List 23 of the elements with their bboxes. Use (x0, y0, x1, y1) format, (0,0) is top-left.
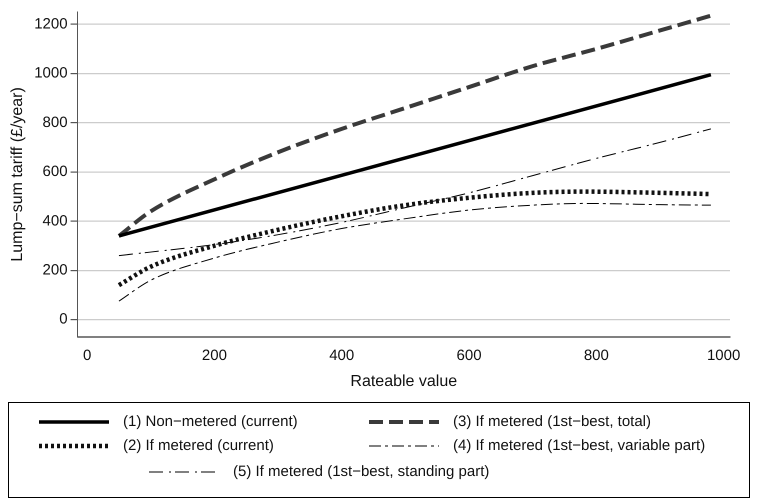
legend-label: (3) If metered (1st−best, total) (453, 413, 651, 430)
line-series (118, 202, 712, 302)
y-axis-title: Lump−sum tariff (£/year) (9, 87, 26, 262)
legend-label: (1) Non−metered (current) (123, 413, 298, 430)
y-tick-label: 200 (42, 262, 68, 279)
x-tick-label: 0 (82, 346, 92, 364)
x-axis-title: Rateable value (350, 372, 458, 390)
x-tick-label: 400 (329, 346, 354, 364)
x-tick-label: 600 (456, 346, 482, 364)
x-tick-label: 1000 (706, 346, 740, 364)
y-tick-label: 600 (42, 163, 68, 180)
legend-label: (2) If metered (current) (123, 437, 274, 454)
x-tick-label: 800 (584, 346, 609, 364)
y-tick-label: 0 (59, 310, 68, 328)
line-series (118, 128, 712, 256)
y-tick-label: 800 (42, 114, 68, 131)
y-tick-label: 1000 (34, 64, 68, 82)
legend-label: (5) If metered (1st−best, standing part) (233, 463, 490, 480)
legend-label: (4) If metered (1st−best, variable part) (453, 437, 706, 454)
line-series (116, 14, 713, 238)
y-tick-label: 400 (42, 212, 68, 230)
x-tick-label: 200 (202, 346, 227, 364)
y-tick-label: 1200 (34, 15, 68, 32)
